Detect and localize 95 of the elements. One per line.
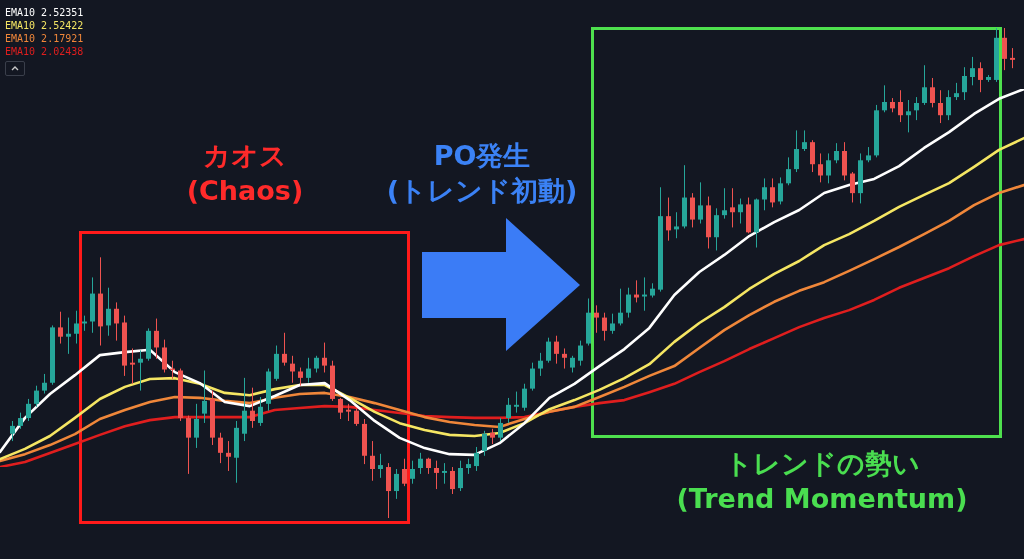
candlestick (554, 335, 559, 365)
candlestick (26, 398, 31, 422)
candlestick (226, 440, 231, 472)
candlestick (594, 304, 599, 334)
candlestick (530, 362, 535, 392)
text: EMA10 2.52422 (5, 19, 84, 32)
candlestick (834, 142, 839, 164)
candlestick (562, 347, 567, 370)
text: EMA10 2.17921 (5, 32, 84, 45)
candlestick (242, 377, 247, 442)
candlestick (322, 342, 327, 373)
candlestick (514, 391, 519, 414)
candlestick (106, 287, 111, 337)
candlestick (906, 99, 911, 133)
candlestick (978, 61, 983, 93)
candlestick (442, 462, 447, 485)
candlestick (418, 452, 423, 475)
candlestick (410, 460, 415, 485)
candlestick (914, 96, 919, 121)
candlestick (66, 317, 71, 355)
candlestick (58, 311, 63, 345)
candlestick (130, 347, 135, 385)
candlestick (578, 340, 583, 367)
candlestick (538, 352, 543, 377)
candlestick (738, 198, 743, 225)
candlestick (634, 279, 639, 303)
candlestick (730, 187, 735, 228)
candlestick (802, 129, 807, 152)
candlestick (714, 207, 719, 251)
candlestick (610, 313, 615, 335)
candlestick (474, 446, 479, 472)
candlestick (522, 383, 527, 412)
candlestick (258, 396, 263, 427)
candlestick (202, 370, 207, 424)
annotation: カオス (Chaos) (186, 139, 304, 208)
candlestick (690, 192, 695, 228)
candlestick (970, 56, 975, 86)
annotation: PO発生 (トレンド初動) (386, 139, 578, 208)
candlestick (602, 312, 607, 342)
candlestick (450, 466, 455, 495)
candlestick (306, 357, 311, 384)
candlestick (394, 468, 399, 500)
candlestick (618, 288, 623, 326)
candlestick (898, 89, 903, 123)
candlestick (298, 367, 303, 387)
candlestick (962, 66, 967, 101)
candlestick (946, 89, 951, 121)
candlestick (10, 420, 15, 442)
candlestick (186, 415, 191, 475)
text: EMA10 2.52351 (5, 6, 84, 19)
candlestick (402, 458, 407, 487)
candlestick (794, 129, 799, 173)
candlestick (1010, 47, 1015, 69)
candlestick (498, 417, 503, 442)
candlestick (290, 355, 295, 384)
candlestick (42, 373, 47, 395)
candlestick (154, 318, 159, 360)
candlestick (74, 310, 79, 345)
candlestick (138, 349, 143, 392)
candlestick (482, 430, 487, 457)
candlestick (770, 177, 775, 208)
candlestick (546, 337, 551, 364)
candlestick (826, 152, 831, 184)
candlestick (938, 89, 943, 124)
annotation: トレンドの勢い (Trend Momentum) (676, 447, 968, 516)
candlestick (434, 460, 439, 490)
candlestick (338, 397, 343, 420)
candlestick (282, 332, 287, 367)
candlestick (34, 385, 39, 408)
candlestick (674, 211, 679, 239)
candlestick (218, 432, 223, 464)
candlestick (458, 460, 463, 492)
candlestick (930, 77, 935, 108)
candlestick (786, 156, 791, 186)
candlestick (642, 276, 647, 312)
candlestick (506, 397, 511, 424)
candlestick (882, 84, 887, 113)
candlestick (818, 152, 823, 183)
candlestick (1002, 27, 1007, 71)
candlestick (762, 177, 767, 211)
candlestick (626, 287, 631, 319)
candlestick (722, 187, 727, 220)
candlestick (698, 181, 703, 225)
candlestick (850, 171, 855, 203)
candlestick (666, 197, 671, 242)
candlestick (194, 403, 199, 449)
candlestick (114, 301, 119, 342)
candlestick (162, 339, 167, 373)
text: EMA10 2.02438 (5, 45, 84, 58)
candlestick (778, 176, 783, 205)
candlestick (250, 387, 255, 429)
candlestick (370, 440, 375, 482)
candlestick (378, 453, 383, 479)
candlestick (922, 64, 927, 106)
candlestick (810, 139, 815, 173)
